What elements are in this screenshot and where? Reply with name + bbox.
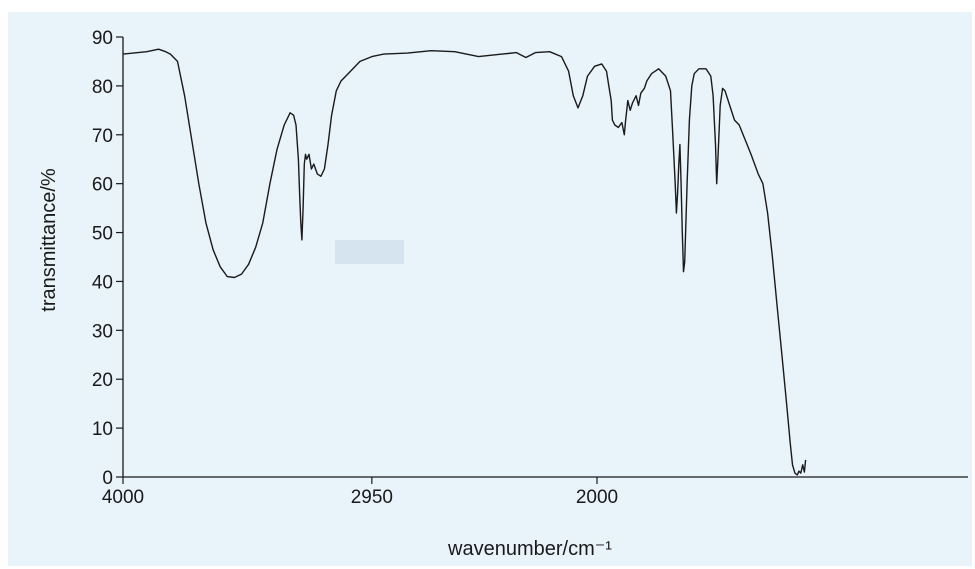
y-tick-label: 10 — [92, 419, 113, 440]
x-tick-label: 2950 — [351, 487, 393, 508]
x-axis-label: wavenumber/cm⁻¹ — [447, 538, 612, 560]
y-tick-label: 40 — [92, 272, 113, 293]
x-tick-label: 2000 — [576, 487, 618, 508]
spectrum-line — [122, 48, 807, 476]
y-tick-label: 80 — [92, 77, 113, 98]
y-ticks: 0 10 20 30 40 50 60 70 80 90 — [92, 28, 123, 489]
y-tick-label: 90 — [92, 28, 113, 49]
x-ticks: 4000 2950 2000 — [102, 477, 618, 508]
x-tick-label: 4000 — [102, 487, 144, 508]
y-tick-label: 30 — [92, 321, 113, 342]
y-axis-label: transmittance/% — [38, 168, 60, 312]
y-tick-label: 20 — [92, 370, 113, 391]
y-tick-label: 70 — [92, 126, 113, 147]
y-tick-label: 0 — [102, 468, 113, 489]
y-tick-label: 50 — [92, 224, 113, 245]
chart-background — [8, 12, 972, 566]
y-tick-label: 60 — [92, 175, 113, 196]
blank-label-box — [335, 240, 404, 264]
